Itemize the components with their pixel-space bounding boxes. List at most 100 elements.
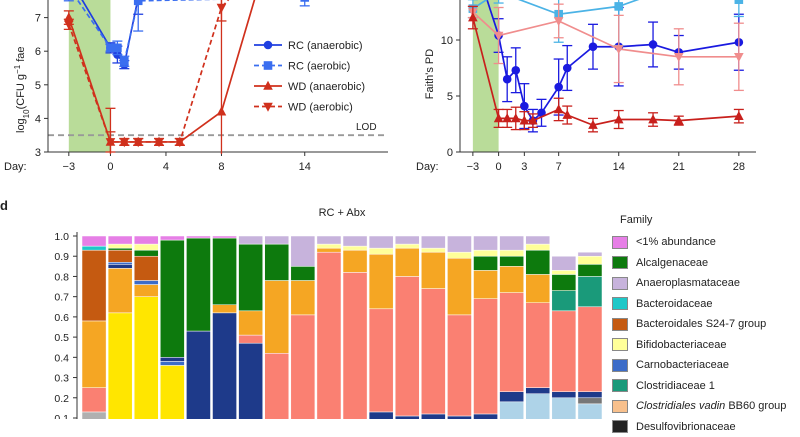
bar-segment [552, 311, 576, 392]
stacked-bar-panel: RC + Abx0.10.20.30.40.50.60.70.80.91.0an… [31, 207, 602, 419]
bar-segment [186, 236, 210, 238]
legend-label: Bacteroidaceae [636, 298, 712, 310]
bar-segment [395, 244, 419, 248]
bar-segment [526, 250, 550, 274]
legend-item: Clostridiales vadin BB60 group [612, 396, 800, 417]
x-tick-label: 0 [496, 161, 502, 173]
bar-segment [134, 236, 158, 244]
bar-segment [108, 313, 132, 419]
sample-bar-16 [500, 236, 524, 419]
x-tick-label: 8 [218, 161, 224, 173]
bar-segment [108, 262, 132, 264]
y-tick-label: 3 [35, 147, 41, 159]
bar-segment [213, 238, 237, 305]
bar-segment [395, 276, 419, 416]
data-point [562, 110, 572, 119]
bar-segment [265, 244, 289, 280]
bar-segment [160, 361, 184, 365]
legend-swatch [612, 338, 628, 351]
legend-swatch [612, 379, 628, 392]
bar-segment [474, 250, 498, 256]
bar-segment [421, 414, 445, 419]
y-tick-label: 7 [35, 13, 41, 25]
bar-segment [265, 353, 289, 419]
bar-segment [526, 303, 550, 388]
legend-label: Bifidobacteriaceae [636, 339, 727, 351]
bar-segment [160, 357, 184, 361]
bar-segment [160, 240, 184, 357]
bar-segment [317, 248, 341, 252]
bar-segment [500, 293, 524, 392]
bar-segment [134, 244, 158, 250]
bar-segment [552, 291, 576, 311]
bar-segment [265, 236, 289, 244]
data-point [120, 57, 129, 66]
legend-swatch [612, 318, 628, 331]
series-group [64, 0, 310, 229]
data-point [217, 106, 227, 115]
x-tick-label: −3 [467, 161, 480, 173]
sample-bar-18 [552, 256, 576, 419]
y-tick-label: 0.5 [54, 332, 69, 344]
legend-item: Bifidobacteriaceae [612, 335, 800, 356]
series-3 [468, 6, 744, 131]
bar-segment [239, 236, 263, 244]
data-point [614, 2, 623, 11]
y-tick-label: 0.9 [54, 251, 69, 263]
data-point [554, 104, 564, 113]
bar-segment [500, 250, 524, 256]
bar-segment [578, 276, 602, 306]
sample-bar-7 [265, 236, 289, 419]
bar-segment [578, 264, 602, 276]
data-point [649, 40, 658, 49]
abx-shaded-region [69, 0, 111, 152]
panel1-legend: RC (anaerobic)RC (aerobic)WD (anaerobic)… [254, 40, 365, 114]
legend-swatch [612, 359, 628, 372]
x-tick-label: 0 [107, 161, 113, 173]
bar-segment [186, 238, 210, 331]
legend-item: Desulfovibrionaceae [612, 417, 800, 437]
data-point [589, 42, 598, 51]
legend-label: Alcalgenaceae [636, 257, 708, 269]
bar-segment [291, 315, 315, 419]
bar-segment [108, 264, 132, 268]
legend-label: Desulfovibrionaceae [636, 421, 736, 433]
legend-label: RC (anaerobic) [288, 40, 363, 52]
bar-segment [291, 266, 315, 280]
data-point [134, 0, 143, 5]
bar-segment [526, 274, 550, 302]
bar-segment [500, 402, 524, 419]
sample-bar-12 [395, 236, 419, 419]
y-tick-label: 0.8 [54, 271, 69, 283]
bar-segment [291, 280, 315, 314]
sample-bar-2 [134, 236, 158, 419]
bar-segment [578, 392, 602, 398]
legend-title: Family [620, 214, 800, 226]
bar-segment [369, 254, 393, 309]
sample-bar-11 [369, 236, 393, 419]
bar-segment [500, 392, 524, 402]
legend-label: Clostridiales vadin BB60 group [636, 400, 786, 412]
bar-segment [213, 313, 237, 419]
bar-segment [160, 236, 184, 240]
legend-item: Anaeroplasmataceae [612, 273, 800, 294]
bar-segment [82, 236, 106, 246]
bar-segment [526, 388, 550, 394]
legend-label: Carnobacteriaceae [636, 359, 729, 371]
y-axis-label: Faith's PD [424, 49, 436, 99]
bar-segment [317, 244, 341, 248]
bar-segment [343, 272, 367, 419]
legend-item: <1% abundance [612, 232, 800, 253]
bar-segment [239, 343, 263, 419]
bar-segment [395, 248, 419, 276]
legend-marker [264, 61, 273, 70]
bar-segment [474, 236, 498, 250]
legend-label: Clostridiaceae 1 [636, 380, 715, 392]
bar-segment [447, 236, 471, 252]
bar-segment [291, 236, 315, 266]
sample-bar-3 [160, 236, 184, 419]
legend-item: Bacteroidaceae [612, 294, 800, 315]
bar-segment [82, 246, 106, 250]
x-tick-label: 21 [673, 161, 685, 173]
sample-bar-9 [317, 236, 341, 419]
